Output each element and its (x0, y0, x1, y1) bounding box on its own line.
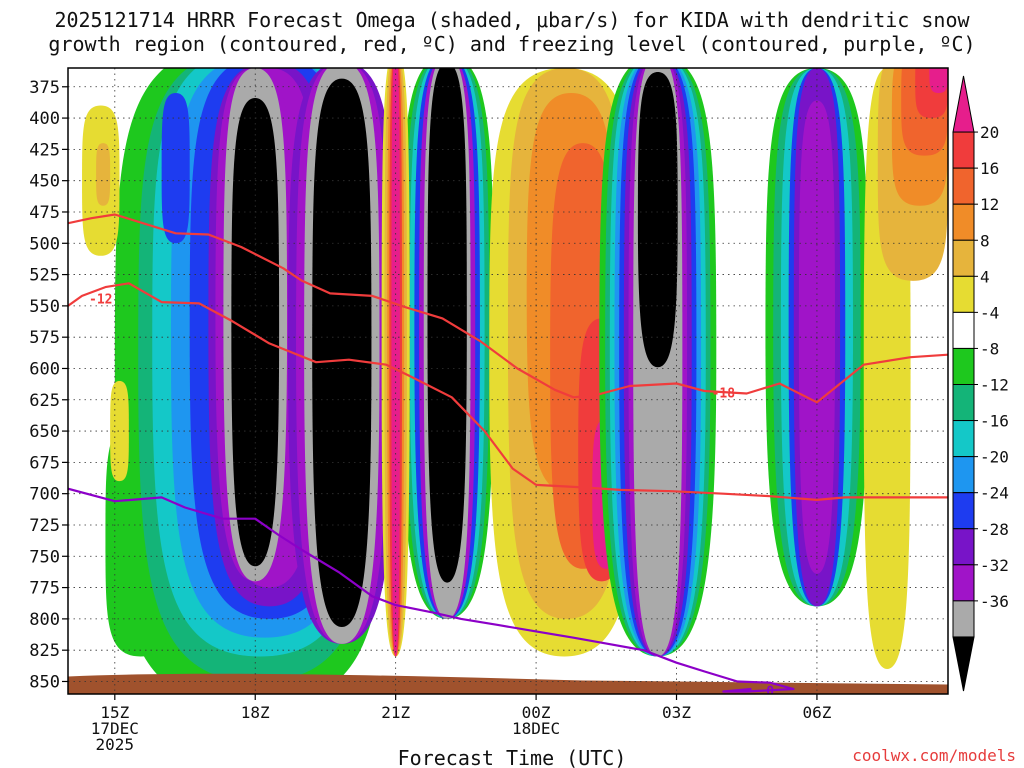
y-tick-label: 825 (29, 641, 60, 661)
colorbar-tick-label: 4 (980, 267, 990, 286)
omega-plume-20z-band-3 (312, 78, 372, 628)
colorbar-top-triangle (952, 75, 975, 133)
colorbar-swatch (952, 239, 975, 277)
y-tick-label: 650 (29, 422, 60, 442)
chart-title-line-2: growth region (contoured, red, ºC) and f… (48, 32, 976, 56)
y-tick-label: 425 (29, 140, 60, 160)
colorbar-tick-label: -16 (980, 412, 1009, 431)
colorbar-swatch (952, 275, 975, 313)
contour-line (68, 213, 948, 404)
y-tick-label: 775 (29, 579, 60, 599)
x-tick-label: 18Z (241, 703, 270, 722)
colorbar-swatch (952, 528, 975, 566)
colorbar-swatch (952, 167, 975, 205)
colorbar-swatch (952, 203, 975, 241)
colorbar-swatch (952, 456, 975, 494)
colorbar-tick-label: -28 (980, 520, 1009, 539)
y-tick-label: 550 (29, 297, 60, 317)
plot-frame (67, 67, 949, 695)
y-tick-label: 675 (29, 453, 60, 473)
colorbar-tick-label: -12 (980, 376, 1009, 395)
credit-link[interactable]: coolwx.com/models (852, 746, 1016, 765)
colorbar: 20 16 12 8 4 -4 -8 -12 -16 -20 -24 -28 -32 -36 (952, 75, 1009, 692)
terrain-fill (68, 673, 948, 694)
colorbar-tick-label: 16 (980, 159, 999, 178)
colorbar-tick-label: 20 (980, 123, 999, 142)
omega-small-core-blue (161, 93, 190, 244)
x-tick-label: 17DEC (91, 719, 139, 738)
y-tick-label: 450 (29, 172, 60, 192)
y-tick-label: 700 (29, 485, 60, 505)
y-tick-label: 800 (29, 610, 60, 630)
omega-positive-left-low-yellow (110, 381, 129, 482)
terrain-ground (68, 673, 948, 694)
chart-title-line-1: 2025121714 HRRR Forecast Omega (shaded, … (54, 8, 970, 32)
colorbar-swatch (952, 492, 975, 530)
colorbar-tick-label: -4 (980, 303, 999, 322)
y-tick-label: 850 (29, 672, 60, 692)
y-tick-label: 725 (29, 516, 60, 536)
omega-plume-22z-band-6 (427, 68, 467, 583)
colorbar-swatch (952, 131, 975, 169)
y-tick-label: 475 (29, 203, 60, 223)
x-tick-label: 00Z (522, 703, 551, 722)
omega-positive-left-gold (96, 143, 111, 206)
colorbar-tick-label: -36 (980, 592, 1009, 611)
colorbar-swatch (952, 564, 975, 602)
x-axis-label: Forecast Time (UTC) (398, 746, 627, 768)
colorbar-tick-label: 12 (980, 195, 999, 214)
y-tick-label: 375 (29, 78, 60, 98)
contour-line (68, 487, 795, 693)
y-axis: 375 400 425 450 475 500 525 550 575 600 625 650 675 7… (29, 78, 68, 692)
colorbar-swatch (952, 420, 975, 458)
colorbar-tick-label: -32 (980, 556, 1009, 575)
x-tick-label: 06Z (802, 703, 831, 722)
colorbar-swatch (952, 311, 975, 349)
x-tick-label: 21Z (381, 703, 410, 722)
y-tick-label: 500 (29, 234, 60, 254)
omega-plume-03z-band-8 (637, 72, 678, 368)
y-tick-label: 600 (29, 359, 60, 379)
x-tick-label: 2025 (96, 735, 135, 754)
colorbar-tick-label: -24 (980, 484, 1009, 503)
grid-lines (68, 68, 948, 694)
colorbar-swatch (952, 384, 975, 422)
x-tick-label: 18DEC (512, 719, 560, 738)
contour-label: 0 (766, 684, 774, 699)
y-tick-label: 750 (29, 547, 60, 567)
colorbar-swatch (952, 347, 975, 385)
colorbar-tick-label: -20 (980, 448, 1009, 467)
temperature-contours: -12 -18 0 (68, 213, 948, 699)
omega-shading (82, 68, 948, 694)
contour-label: -12 (89, 293, 112, 308)
colorbar-tick-label: -8 (980, 339, 999, 358)
contour-label: -18 (712, 387, 736, 402)
colorbar-tick-label: 8 (980, 231, 990, 250)
y-tick-label: 575 (29, 328, 60, 348)
x-tick-label: 15Z (100, 703, 129, 722)
y-tick-label: 625 (29, 391, 60, 411)
omega-positive-21z-band-4 (391, 68, 400, 657)
y-tick-label: 400 (29, 109, 60, 129)
colorbar-swatch (952, 600, 975, 638)
colorbar-bottom-triangle (952, 636, 975, 692)
x-tick-label: 03Z (662, 703, 691, 722)
y-tick-label: 525 (29, 266, 60, 286)
contour-line (68, 282, 948, 501)
